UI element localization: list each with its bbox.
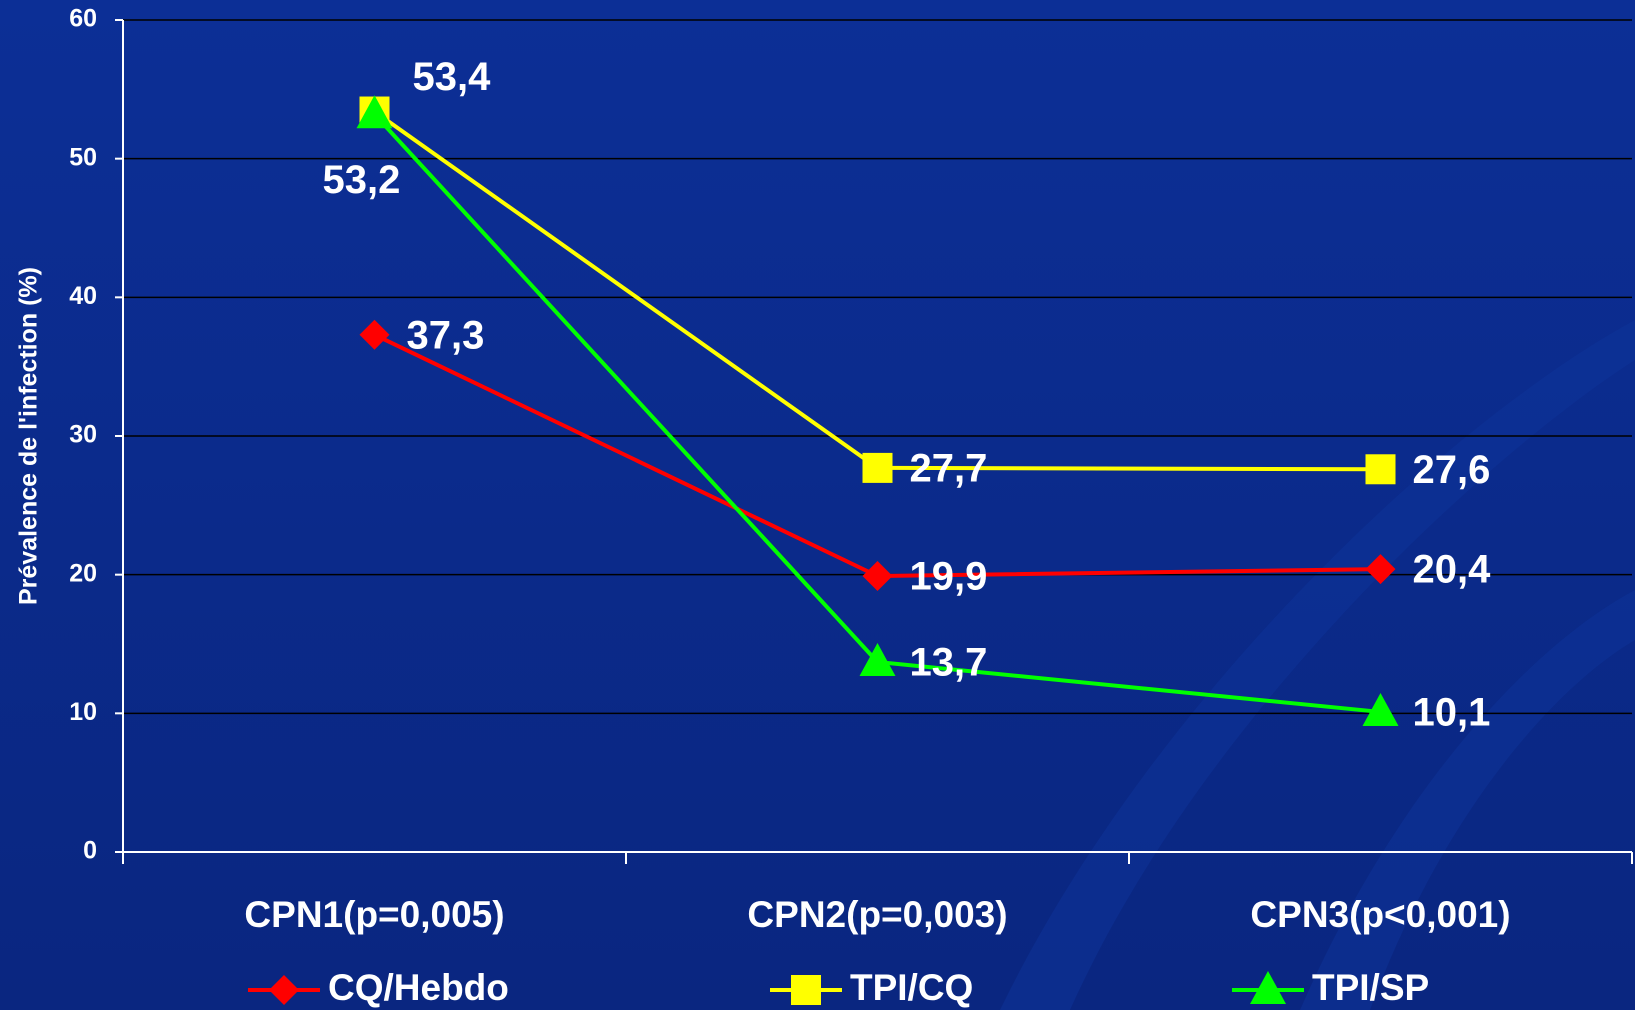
data-label: 20,4 [1413,548,1492,592]
legend-label: CQ/Hebdo [328,967,509,1008]
decoration [1300,590,1635,1010]
y-tick-label: 60 [69,5,97,33]
data-point [862,561,893,592]
y-tick-label: 0 [83,837,97,865]
data-label: 19,9 [910,555,988,599]
legend-swatch [269,975,299,1005]
legend-swatch [791,975,821,1005]
legend-label: TPI/SP [1312,967,1429,1008]
x-tick-label: CPN3(p<0,001) [1250,894,1510,935]
data-point [1365,554,1396,585]
y-tick-label: 10 [69,698,97,726]
x-tick-label: CPN2(p=0,003) [747,894,1007,935]
data-point [862,452,893,483]
data-label: 27,6 [1413,448,1491,492]
legend-label: TPI/CQ [850,967,973,1008]
data-point [1362,692,1399,726]
data-label: 27,7 [910,446,988,490]
data-label: 13,7 [910,641,988,685]
y-tick-label: 40 [69,282,97,310]
decoration [1000,320,1635,1010]
y-tick-label: 20 [69,559,97,587]
y-tick-label: 30 [69,421,97,449]
legend-swatch [1250,971,1286,1004]
data-label: 53,4 [413,55,492,99]
y-axis-label: Prévalence de l'infection (%) [15,267,43,605]
y-tick-label: 50 [69,143,97,171]
data-label: 53,2 [323,158,401,202]
x-tick-label: CPN1(p=0,005) [244,894,504,935]
data-point [356,95,393,129]
data-label: 37,3 [407,313,485,357]
data-point [859,643,896,677]
data-point [359,319,390,350]
data-point [1365,454,1396,485]
data-label: 10,1 [1413,691,1491,735]
